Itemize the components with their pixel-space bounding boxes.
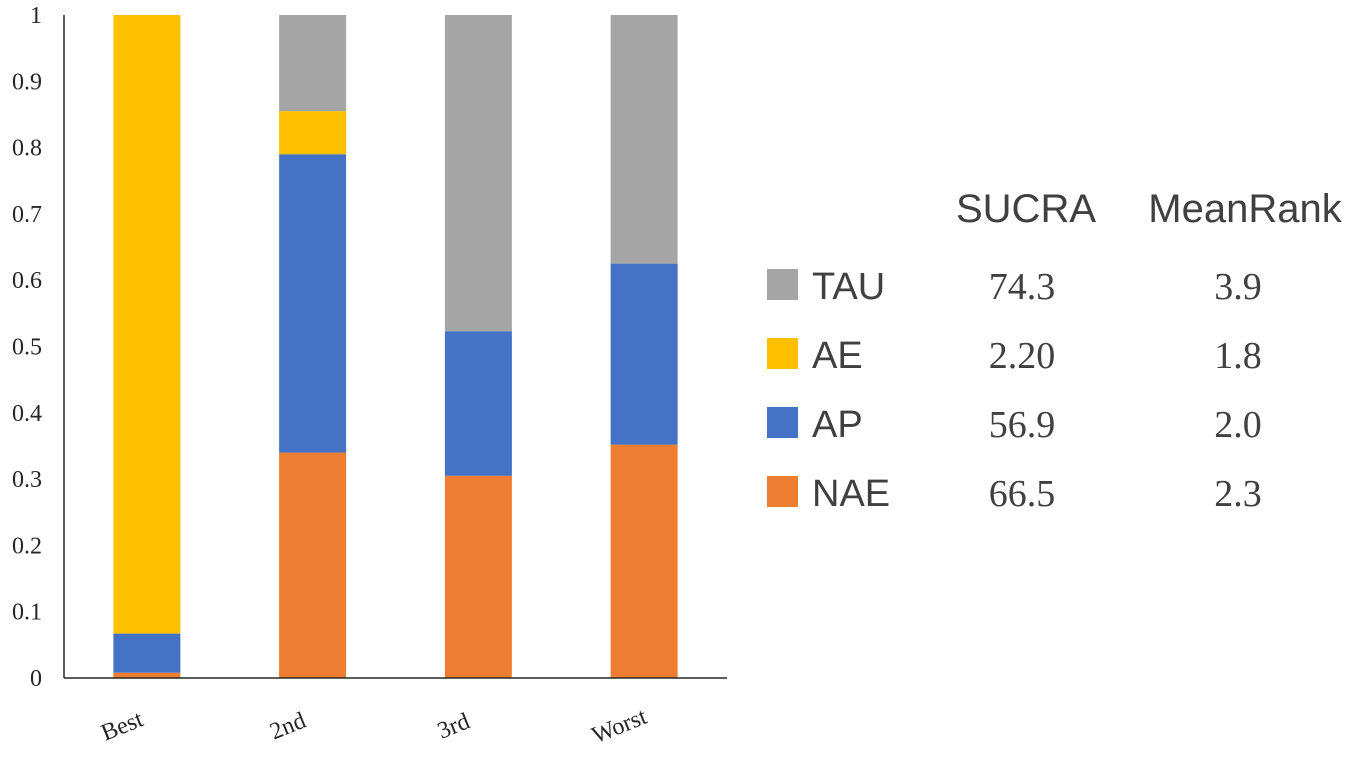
legend-swatch-nae: [767, 476, 798, 507]
bar-ap-2nd: [279, 154, 347, 453]
sucra-value: 2.20: [989, 335, 1056, 377]
legend-label-tau: TAU: [812, 266, 885, 308]
legend-label-ae: AE: [812, 335, 863, 377]
legend-swatch-tau: [767, 269, 798, 300]
x-tick-label: 2nd: [266, 708, 309, 746]
y-tick-label: 0.5: [12, 335, 42, 361]
bar-ap-best: [113, 633, 181, 673]
x-tick-label: Best: [98, 706, 148, 746]
y-tick-label: 0.2: [12, 533, 42, 559]
meanrank-value: 1.8: [1214, 335, 1262, 377]
y-tick-label: 0.3: [12, 467, 42, 493]
table-header-meanrank: MeanRank: [1148, 187, 1342, 231]
y-tick-label: 0.8: [12, 136, 42, 162]
bar-ap-3rd: [444, 331, 512, 476]
y-tick-label: 0.9: [12, 69, 42, 95]
x-tick-label: Worst: [588, 704, 651, 749]
sucra-value: 66.5: [989, 473, 1056, 515]
y-tick-label: 0.4: [12, 401, 42, 427]
bar-nae-worst: [610, 444, 678, 678]
legend-swatch-ae: [767, 338, 798, 369]
bar-ae-best: [113, 15, 181, 634]
meanrank-value: 2.3: [1214, 473, 1262, 515]
x-tick-label: 3rd: [434, 708, 473, 744]
sucra-value: 74.3: [989, 266, 1056, 308]
legend-label-ap: AP: [812, 404, 863, 446]
bar-ae-2nd: [279, 111, 347, 155]
bar-nae-best: [113, 672, 181, 678]
bar-ap-worst: [610, 263, 678, 445]
y-axis: 0 0.1 0.2 0.3 0.4 0.5 0.6 0.7 0.8 0.9 1: [12, 3, 65, 692]
y-tick-label: 0: [30, 666, 42, 692]
bar-tau-worst: [610, 15, 678, 264]
x-axis: Best 2nd 3rd Worst: [64, 677, 727, 749]
table-header-sucra: SUCRA: [956, 187, 1096, 231]
plot-area: [113, 15, 678, 678]
y-tick-label: 0.6: [12, 268, 42, 294]
meanrank-value: 3.9: [1214, 266, 1262, 308]
y-tick-label: 0.1: [12, 600, 42, 626]
bar-tau-3rd: [444, 15, 512, 332]
bar-nae-2nd: [279, 452, 347, 678]
bar-nae-3rd: [444, 475, 512, 678]
legend-swatch-ap: [767, 407, 798, 438]
y-tick-label: 1: [30, 3, 42, 29]
y-tick-label: 0.7: [12, 202, 42, 228]
meanrank-value: 2.0: [1214, 404, 1262, 446]
legend-label-nae: NAE: [812, 473, 890, 515]
summary-table: SUCRA MeanRank TAU 74.3 3.9 AE 2.20 1.8 AP 56.9 2.…: [767, 187, 1343, 515]
bar-tau-2nd: [279, 15, 347, 112]
sucra-value: 56.9: [989, 404, 1056, 446]
